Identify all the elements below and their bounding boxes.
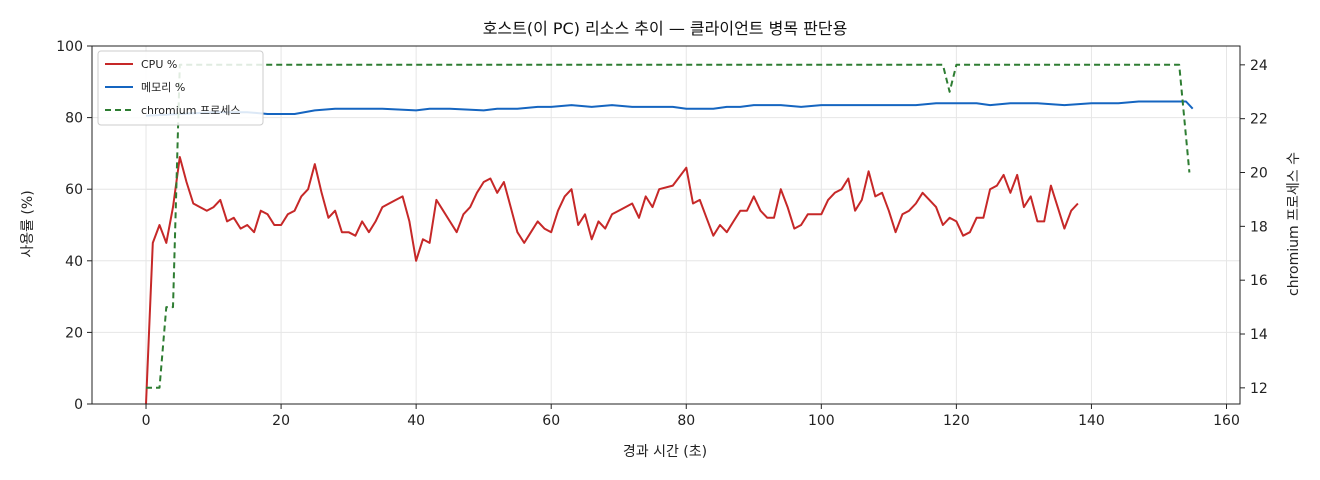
y-tick-label: 40: [65, 254, 83, 270]
x-tick-label: 20: [272, 413, 290, 429]
x-tick-label: 140: [1078, 413, 1105, 429]
y2-tick-label: 14: [1250, 327, 1268, 343]
legend-label: CPU %: [141, 58, 177, 71]
y2-tick-label: 16: [1250, 273, 1268, 289]
y2-tick-label: 24: [1250, 58, 1268, 74]
x-tick-label: 100: [808, 413, 835, 429]
legend-box: [97, 50, 264, 126]
series-layer: [145, 63, 1194, 405]
x-tick-label: 40: [407, 413, 425, 429]
y-tick-label: 0: [74, 397, 83, 413]
x-axis-label: 경과 시간 (초): [623, 444, 707, 460]
legend-label: chromium 프로세스: [141, 104, 240, 117]
y2-tick-label: 18: [1250, 219, 1268, 235]
y-tick-label: 80: [65, 111, 83, 127]
grid-layer: [92, 45, 1240, 405]
legend-label: 메모리 %: [141, 81, 185, 94]
y-tick-label: 20: [65, 325, 83, 341]
x-tick-label: 120: [943, 413, 970, 429]
y-tick-label: 100: [56, 39, 83, 55]
tick-layer: 0 20 40 60 80 100 120 140 160 0 20 40 60 80 100 12 14 16 1…: [56, 39, 1268, 429]
y2-tick-label: 20: [1250, 166, 1268, 182]
x-tick-label: 160: [1213, 413, 1240, 429]
chart-title: 호스트(이 PC) 리소스 추이 — 클라이언트 병목 판단용: [483, 19, 848, 38]
x-tick-label: 80: [677, 413, 695, 429]
y2-tick-label: 12: [1250, 381, 1268, 397]
plot-frame: [91, 45, 1241, 405]
series-line-1: [145, 100, 1194, 117]
y-tick-label: 60: [65, 182, 83, 198]
y-axis-label: 사용률 (%): [20, 190, 36, 257]
x-tick-label: 60: [542, 413, 560, 429]
y2-axis-label: chromium 프로세스 수: [1286, 152, 1302, 296]
y2-tick-label: 22: [1250, 112, 1268, 128]
series-line-0: [145, 156, 1079, 405]
series-line-2: [146, 63, 1191, 389]
legend: CPU % 메모리 % chromium 프로세스: [97, 50, 264, 126]
x-tick-label: 0: [142, 413, 151, 429]
